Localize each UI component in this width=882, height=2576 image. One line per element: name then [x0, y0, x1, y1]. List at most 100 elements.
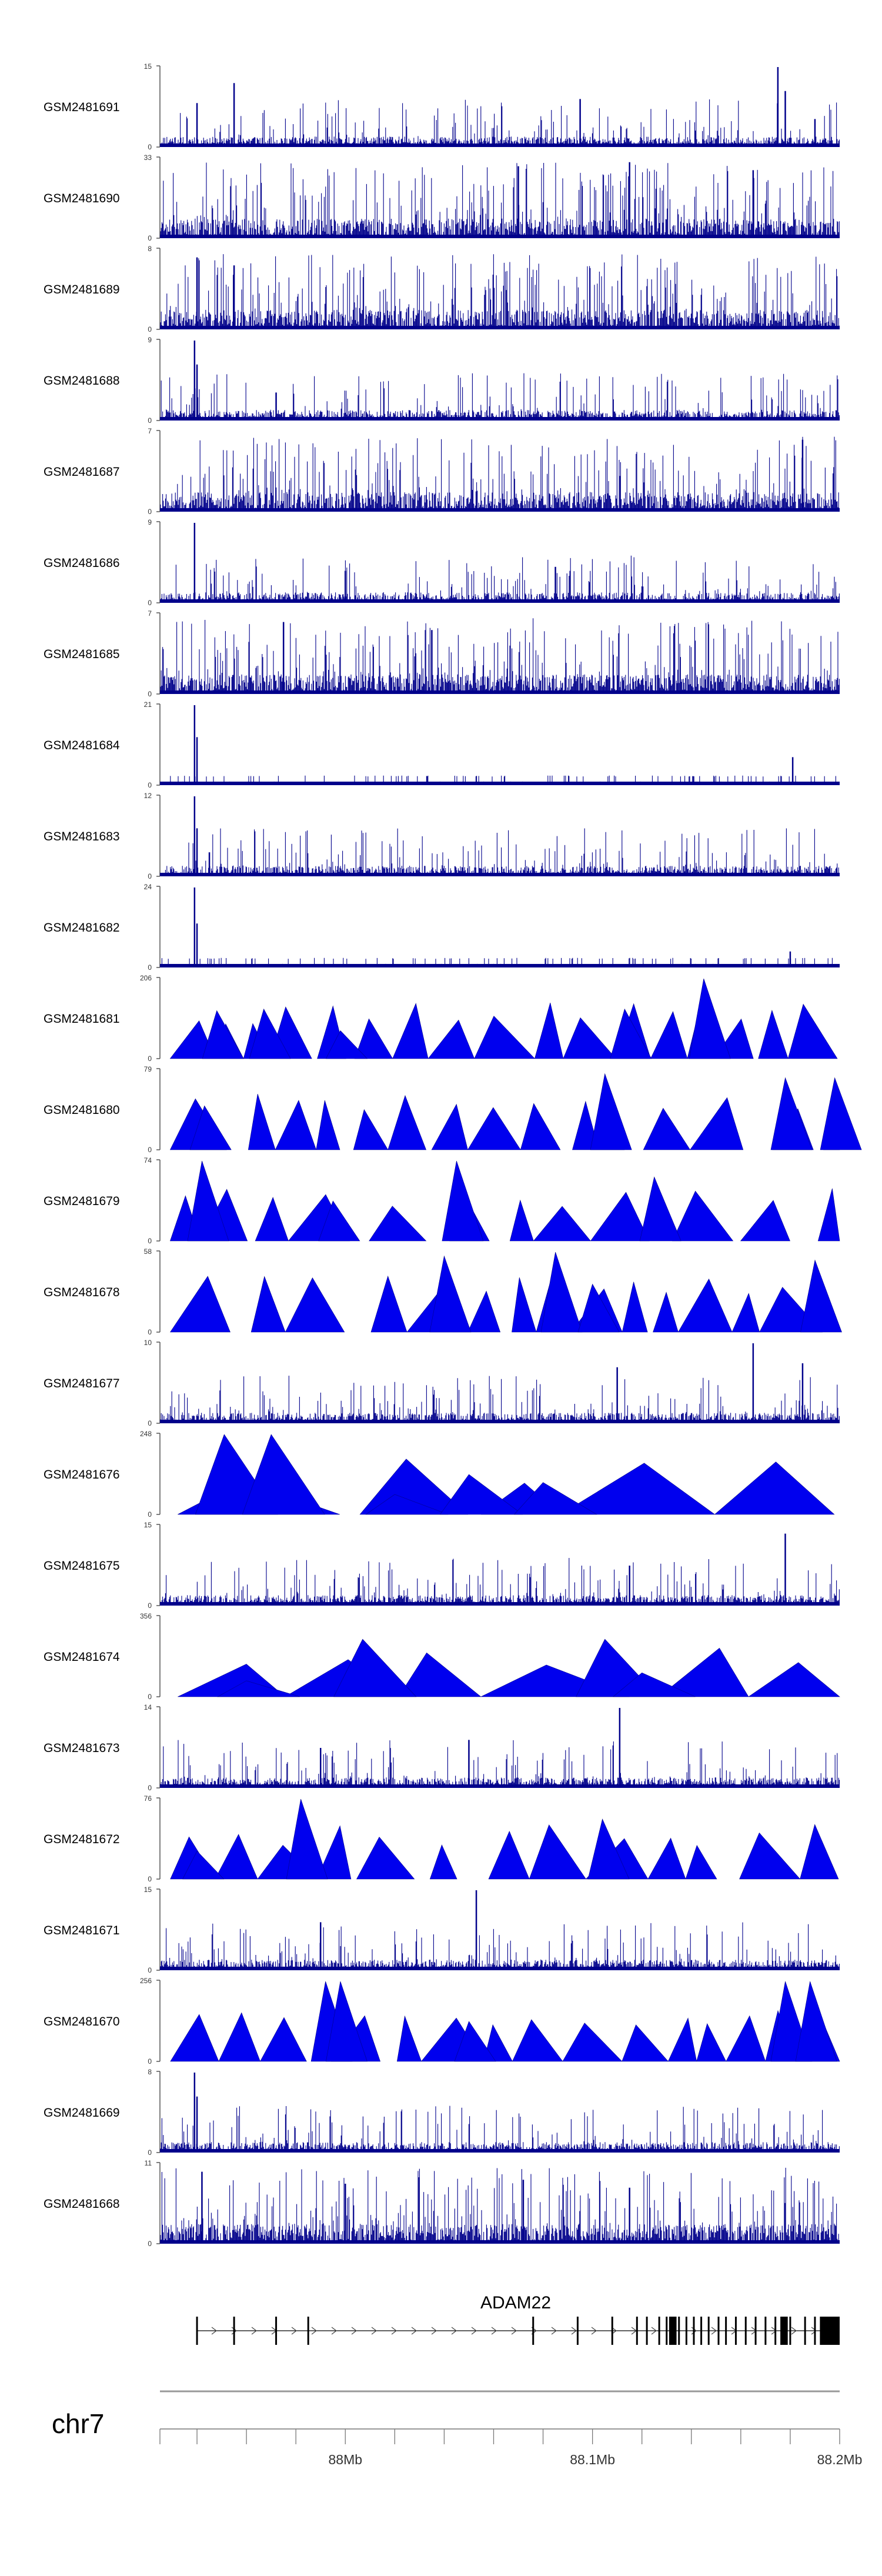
y-axis-zero-label: 0	[148, 690, 152, 698]
track-name-label: GSM2481688	[44, 374, 120, 388]
strand-arrow	[331, 2327, 338, 2335]
coverage-triangles	[170, 1824, 839, 1880]
y-axis-zero-label: 0	[148, 1055, 152, 1063]
track-name-label: GSM2481681	[44, 1012, 120, 1026]
coverage-peak	[242, 1434, 325, 1515]
y-axis-max-label: 79	[144, 1065, 152, 1073]
coverage-baseline	[160, 1420, 840, 1423]
strand-arrow	[431, 2327, 437, 2335]
strand-arrow	[371, 2327, 377, 2335]
gene-exon	[814, 2317, 816, 2345]
coverage-bars	[160, 436, 840, 512]
strand-arrow	[791, 2327, 797, 2335]
track-name-label: GSM2481690	[44, 192, 120, 205]
strand-arrow	[551, 2327, 557, 2335]
gene-name-label: ADAM22	[480, 2293, 551, 2313]
strand-arrow	[811, 2327, 817, 2335]
coverage-baseline	[160, 2240, 840, 2244]
gene-exon-thick	[669, 2317, 677, 2345]
coverage-peak	[365, 1494, 449, 1515]
y-axis-max-label: 9	[148, 336, 152, 344]
track-name-label: GSM2481674	[44, 1650, 120, 1664]
y-axis-zero-label: 0	[148, 2240, 152, 2248]
gene-exon	[744, 2317, 747, 2345]
coverage-bars	[160, 555, 840, 603]
y-axis-max-label: 256	[140, 1977, 152, 1985]
y-axis-zero-label: 0	[148, 1510, 152, 1519]
track-GSM2481687: GSM2481687 7 0	[44, 427, 840, 516]
track-GSM2481681: GSM2481681 206 0	[44, 974, 838, 1063]
gene-exon	[717, 2317, 720, 2345]
signal-tracks: GSM2481691150GSM2481690330GSM248168980GS…	[44, 62, 862, 2248]
track-name-label: GSM2481668	[44, 2197, 120, 2211]
track-name-label: GSM2481691	[44, 101, 120, 114]
gene-exon	[774, 2317, 777, 2345]
coverage-peak	[429, 1255, 472, 1333]
gene-exon	[307, 2317, 309, 2345]
coverage-peak	[800, 1259, 842, 1333]
y-axis-zero-label: 0	[148, 1966, 152, 1974]
coverage-peak	[182, 1850, 225, 1880]
gene-exon	[685, 2317, 687, 2345]
y-axis-max-label: 7	[148, 609, 152, 618]
y-axis-max-label: 248	[140, 1430, 152, 1438]
coverage-triangles	[169, 1094, 840, 1150]
coverage-peak	[189, 1105, 232, 1150]
track-name-label: GSM2481689	[44, 283, 120, 296]
track-name-label: GSM2481685	[44, 648, 120, 661]
track-GSM2481685: GSM2481685 7 0	[44, 609, 840, 698]
track-GSM2481672: GSM2481672 76 0	[44, 1794, 839, 1883]
x-axis-tick-label: 88.1Mb	[570, 2452, 615, 2467]
track-GSM2481674: GSM2481674 356 0	[44, 1612, 840, 1701]
y-axis-zero-label: 0	[148, 2148, 152, 2157]
y-axis-zero-label: 0	[148, 508, 152, 516]
gene-exon	[789, 2317, 791, 2345]
coverage-peak	[326, 1981, 368, 2062]
y-axis-max-label: 15	[144, 1886, 152, 1894]
y-axis-zero-label: 0	[148, 325, 152, 333]
coverage-peak	[689, 978, 731, 1059]
strand-arrow	[711, 2327, 717, 2335]
coverage-peak	[770, 1077, 813, 1150]
y-axis-max-label: 14	[144, 1703, 152, 1711]
strand-arrow	[571, 2327, 577, 2335]
gene-exon	[196, 2317, 198, 2345]
y-axis-max-label: 76	[144, 1794, 152, 1803]
track-name-label: GSM2481684	[44, 739, 120, 752]
y-axis-max-label: 33	[144, 154, 152, 162]
y-axis-max-label: 7	[148, 427, 152, 435]
y-axis-zero-label: 0	[148, 1784, 152, 1792]
gene-exon	[636, 2317, 638, 2345]
coverage-peak	[216, 1680, 300, 1697]
gene-exon	[700, 2317, 703, 2345]
coverage-baseline	[160, 235, 840, 238]
track-name-label: GSM2481675	[44, 1559, 120, 1573]
coverage-baseline	[160, 964, 840, 967]
y-axis-max-label: 15	[144, 62, 152, 71]
coverage-peak	[795, 1981, 837, 2062]
strand-arrow	[311, 2327, 318, 2335]
gene-exon	[658, 2317, 660, 2345]
coverage-peak	[286, 1798, 328, 1880]
coverage-bars	[160, 1740, 840, 1788]
coverage-peak	[639, 1176, 681, 1242]
track-name-label: GSM2481683	[44, 830, 120, 843]
track-GSM2481689: GSM2481689 8 0	[44, 245, 840, 333]
y-axis-zero-label: 0	[148, 1601, 152, 1610]
coverage-peak	[439, 1474, 523, 1515]
y-axis-max-label: 11	[145, 2159, 152, 2167]
y-axis-zero-label: 0	[148, 781, 152, 789]
strand-arrow	[491, 2327, 497, 2335]
gene-exon	[532, 2317, 534, 2345]
track-GSM2481668: GSM2481668 11 0	[44, 2159, 840, 2248]
gene-exon-thick	[820, 2317, 840, 2345]
y-axis-max-label: 206	[140, 974, 152, 982]
y-axis-zero-label: 0	[148, 963, 152, 972]
y-axis-max-label: 8	[148, 2068, 152, 2076]
y-axis-zero-label: 0	[148, 1328, 152, 1336]
track-GSM2481683: GSM2481683 12 0	[44, 792, 840, 880]
coverage-peak	[587, 1818, 630, 1880]
coverage-bars	[160, 1376, 840, 1423]
coverage-triangles	[178, 1647, 840, 1697]
